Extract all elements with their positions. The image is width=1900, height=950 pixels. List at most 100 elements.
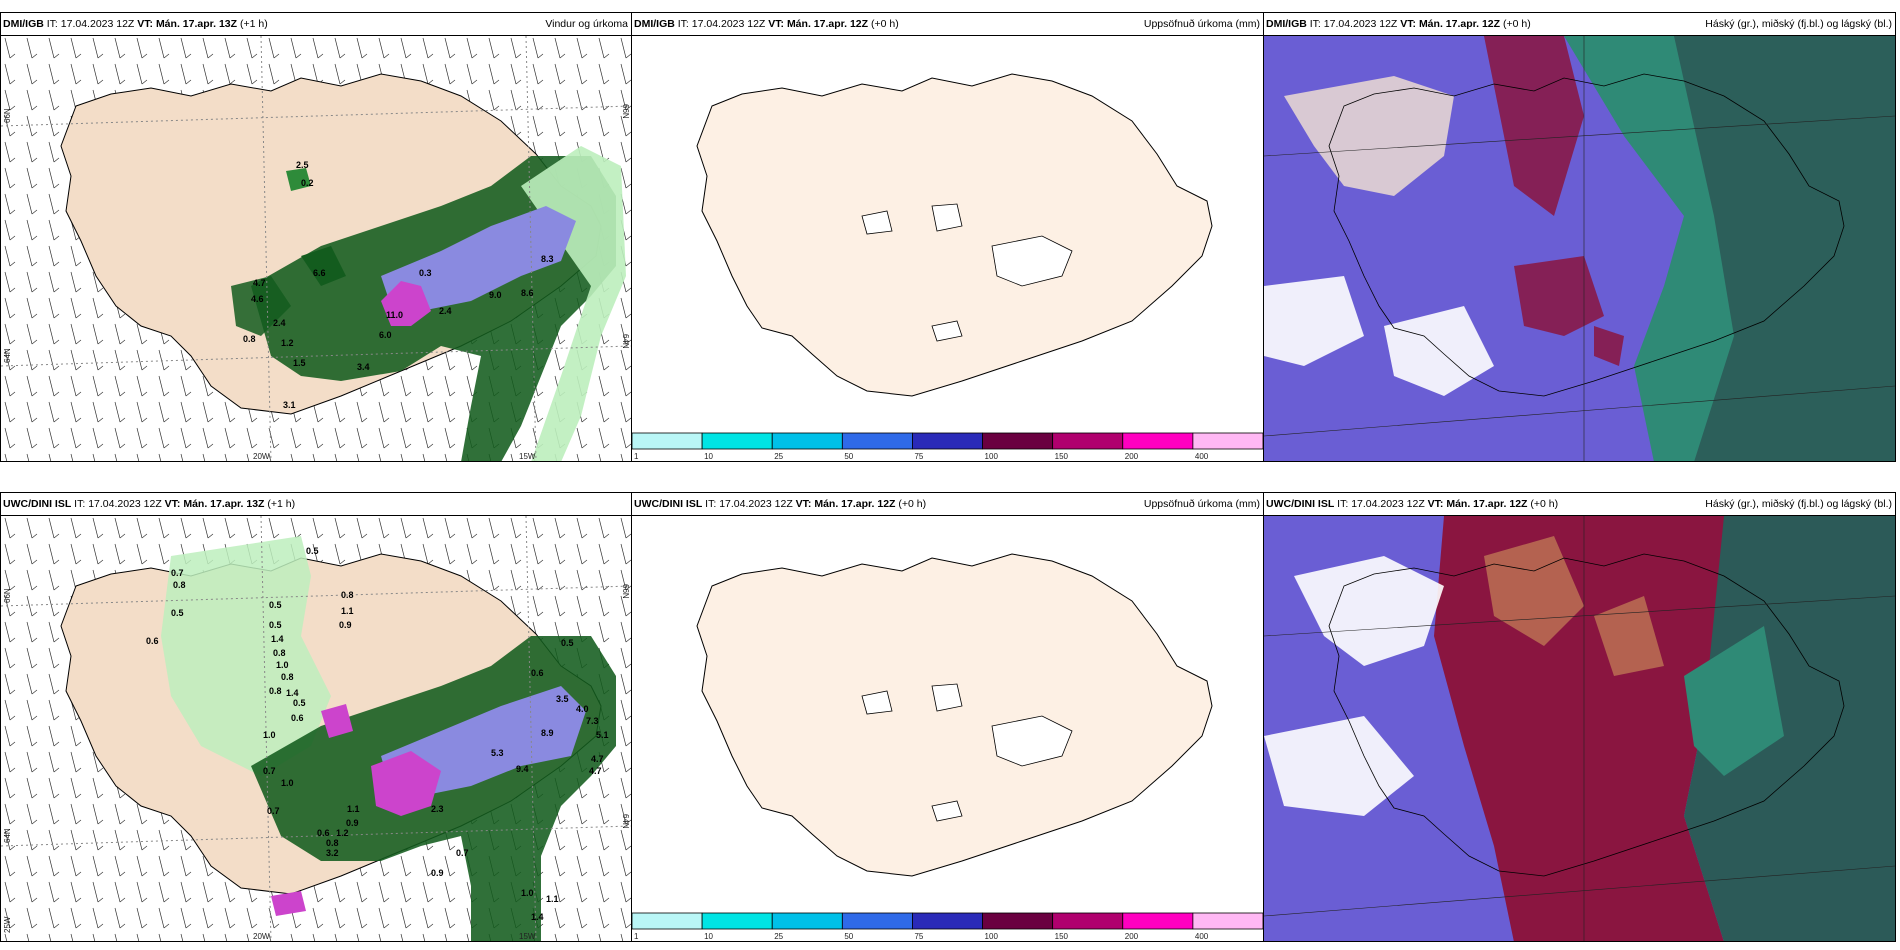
panel-dmi-wind-precip: DMI/IGB IT: 17.04.2023 12Z VT: Mán. 17.a…	[0, 12, 632, 462]
legend-tick-label: 1	[634, 452, 639, 461]
legend-tick-label: 25	[774, 932, 783, 941]
it-label: IT:	[1309, 18, 1321, 30]
legend-swatch	[771, 432, 843, 450]
lat-tick: 66N	[3, 588, 12, 603]
lead-time: (+1 h)	[267, 498, 296, 510]
lon-tick: 20W	[253, 452, 270, 461]
precip-red-zone	[1484, 36, 1584, 216]
glacier-outline	[931, 203, 963, 232]
value-label: 6.0	[379, 330, 392, 340]
map-area[interactable]: 2.5 0.2 0.8 2.4 4.6 1.5 6.0 3.4 3.1 11.0…	[1, 35, 631, 461]
precip-spot-mid	[301, 246, 346, 286]
lon-tick: 15W	[519, 932, 536, 941]
it-label: IT:	[46, 18, 58, 30]
legend-tick-label: 150	[1055, 452, 1069, 461]
init-time: 17.04.2023 12Z	[691, 18, 766, 30]
value-label: 1.0	[281, 778, 294, 788]
lat-tick: 64N	[621, 814, 630, 829]
legend-swatch	[701, 432, 773, 450]
map-area[interactable]: 0.5 0.7 0.8 0.5 0.5 0.8 0.6 1.1 0.9 0.5 1.4 0.8 1.0 0…	[1, 515, 631, 941]
product-title: Vindur og úrkoma	[545, 18, 628, 30]
panel-header: UWC/DINI ISL IT: 17.04.2023 12Z VT: Mán.…	[632, 493, 1263, 515]
map-area[interactable]	[1264, 35, 1895, 461]
legend-swatch	[982, 912, 1054, 930]
value-label: 9.0	[489, 290, 502, 300]
lon-15w-line	[525, 516, 537, 941]
precip-value-labels: 2.5 0.2 0.8 2.4 4.6 1.5 6.0 3.4 3.1 11.0…	[243, 160, 554, 410]
value-label: 1.2	[336, 828, 349, 838]
value-label: 1.0	[521, 888, 534, 898]
legend-swatch	[912, 432, 983, 450]
value-label: 0.9	[346, 818, 359, 828]
value-label: 0.5	[293, 698, 306, 708]
legend-swatch	[841, 912, 913, 930]
value-label: 0.5	[269, 600, 282, 610]
legend-tick-label: 100	[985, 452, 999, 461]
legend-tick-label: 50	[844, 452, 853, 461]
lon-20w-line	[260, 516, 272, 941]
iceland-coastline	[1328, 553, 1845, 877]
value-label: 8.9	[541, 728, 554, 738]
valid-time: Mán. 17.apr. 12Z	[1418, 18, 1501, 30]
it-label: IT:	[705, 498, 717, 510]
panel-dmi-accum-precip: DMI/IGB IT: 17.04.2023 12Z VT: Mán. 17.a…	[631, 12, 1264, 462]
init-time: 17.04.2023 12Z	[88, 498, 162, 510]
panel-dmi-clouds: DMI/IGB IT: 17.04.2023 12Z VT: Mán. 17.a…	[1263, 12, 1896, 462]
lat-tick: 64N	[3, 348, 12, 363]
source-label: DMI/IGB	[634, 18, 675, 30]
value-label: 5.1	[596, 730, 609, 740]
vt-label: VT:	[1427, 498, 1444, 510]
lon-20w-line	[260, 36, 272, 461]
init-time: 17.04.2023 12Z	[1351, 498, 1425, 510]
value-label: 3.5	[556, 694, 569, 704]
map-area[interactable]	[1264, 515, 1895, 941]
precip-band-light-green	[521, 146, 626, 461]
value-label: 0.7	[267, 806, 280, 816]
lat-66n-line	[1, 105, 631, 127]
product-title: Uppsöfnuð úrkoma (mm)	[1143, 498, 1260, 510]
lead-time: (+0 h)	[1530, 498, 1559, 510]
clear-area	[1284, 76, 1454, 196]
valid-time: Mán. 17.apr. 12Z	[1446, 498, 1528, 510]
map-area[interactable]	[632, 515, 1263, 911]
product-title: Háský (gr.), miðský (fj.bl.) og lágský (…	[1705, 18, 1892, 30]
value-label: 1.1	[341, 606, 354, 616]
map-area[interactable]	[632, 35, 1263, 431]
value-label: 4.0	[576, 704, 589, 714]
glacier-outline	[861, 690, 893, 715]
precip-legend: 1 10 25 50 75 100 150 200 400	[632, 431, 1263, 461]
panel-header: DMI/IGB IT: 17.04.2023 12Z VT: Mán. 17.a…	[632, 13, 1263, 35]
init-time: 17.04.2023 12Z	[719, 498, 793, 510]
precip-green-widespread	[161, 536, 331, 776]
value-label: 2.4	[273, 318, 286, 328]
glacier-outline	[861, 210, 893, 235]
legend-swatch	[632, 432, 703, 450]
value-label: 3.2	[326, 848, 339, 858]
value-label: 0.8	[341, 590, 354, 600]
lead-time: (+0 h)	[870, 18, 899, 30]
accum-precip-map-svg	[696, 73, 1213, 397]
legend-tick-label: 75	[914, 452, 923, 461]
grid-line	[1264, 385, 1895, 437]
precip-spot	[321, 704, 353, 738]
legend-tick-label: 400	[1195, 452, 1209, 461]
value-label: 0.6	[146, 636, 159, 646]
legend-tick-label: 200	[1125, 452, 1139, 461]
glacier-outline	[931, 800, 963, 822]
grid-line	[1264, 595, 1895, 637]
legend-swatch	[701, 912, 773, 930]
precip-value-labels: 0.50.70.80.50.50.80.61.10.90.51.40.81.00…	[146, 546, 609, 922]
glacier-outline	[991, 715, 1073, 767]
legend-tick-label: 25	[774, 452, 783, 461]
value-label: 8.3	[541, 254, 554, 264]
value-label: 0.8	[273, 648, 286, 658]
precip-spot-nw	[231, 276, 291, 336]
value-label: 0.6	[317, 828, 330, 838]
value-label: 8.6	[521, 288, 534, 298]
precip-core-magenta	[381, 281, 431, 326]
iceland-coastline	[1328, 73, 1845, 397]
legend-swatch	[771, 912, 843, 930]
legend-tick-label: 150	[1055, 932, 1069, 941]
value-label: 0.5	[561, 638, 574, 648]
value-label: 0.3	[419, 268, 432, 278]
